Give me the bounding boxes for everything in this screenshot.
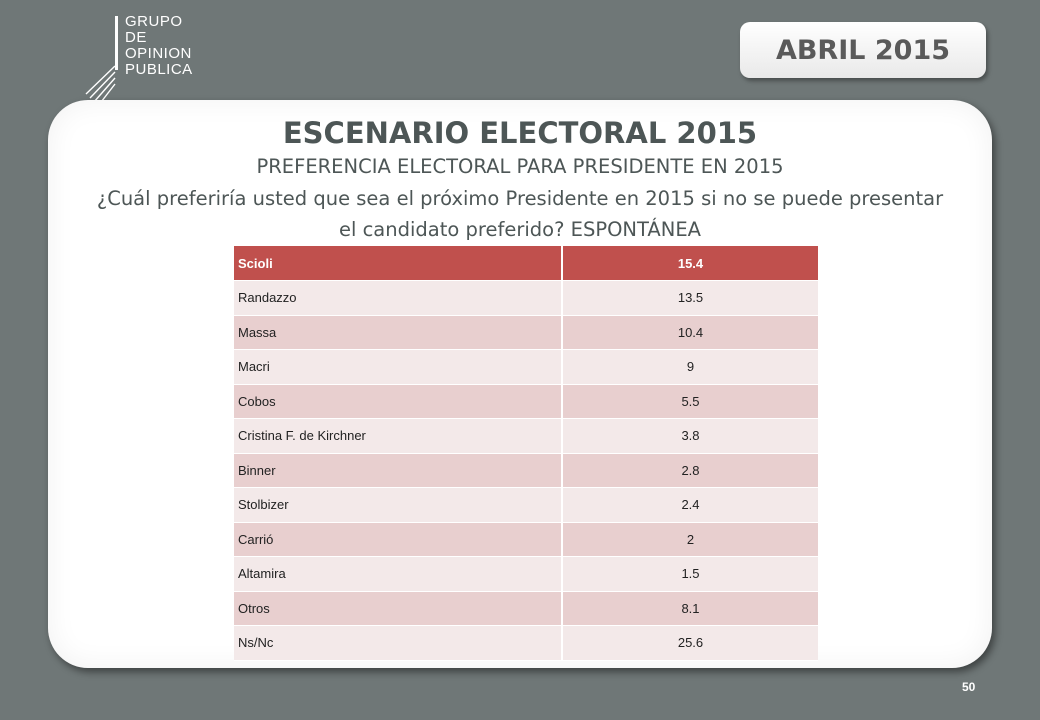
page-number: 50 [962,680,976,694]
results-table-wrapper: Scioli 15.4 Randazzo 13.5 Massa 10.4 Macri 9 C… [234,246,818,661]
table-header-row: Scioli 15.4 [234,246,818,281]
candidate-value: 3.8 [562,418,818,454]
candidate-value: 25.6 [562,625,818,661]
candidate-name: Binner [234,453,563,488]
header-candidate-value: 15.4 [562,246,818,281]
table-row: Carrió 2 [234,522,818,557]
page-title: ESCENARIO ELECTORAL 2015 [282,116,758,150]
candidate-name: Carrió [234,522,563,557]
survey-question: ¿Cuál preferiría usted que sea el próxim… [96,187,944,241]
logo-text: GRUPO DE OPINION PUBLICA [125,14,193,78]
candidate-value: 9 [562,349,818,385]
candidate-name: Cristina F. de Kirchner [234,418,563,454]
candidate-value: 1.5 [562,556,818,592]
candidate-value: 2.4 [562,487,818,523]
results-table: Scioli 15.4 Randazzo 13.5 Massa 10.4 Macri 9 C… [234,246,818,661]
table-row: Randazzo 13.5 [234,280,818,316]
date-badge: ABRIL 2015 [740,22,986,78]
table-row: Binner 2.8 [234,453,818,488]
candidate-name: Macri [234,349,563,385]
table-row: Stolbizer 2.4 [234,487,818,523]
candidate-name: Cobos [234,384,563,419]
candidate-name: Otros [234,591,563,626]
page-subtitle: PREFERENCIA ELECTORAL PARA PRESIDENTE EN… [256,155,784,178]
table-row: Ns/Nc 25.6 [234,625,818,661]
logo-line-4: PUBLICA [125,61,193,78]
candidate-value: 10.4 [562,315,818,350]
candidate-name: Altamira [234,556,563,592]
table-row: Massa 10.4 [234,315,818,350]
logo-line-3: OPINION [125,45,192,62]
candidate-name: Ns/Nc [234,625,563,661]
candidate-value: 2 [562,522,818,557]
candidate-name: Randazzo [234,280,563,316]
logo-bar [115,16,118,70]
logo: GRUPO DE OPINION PUBLICA [85,12,232,107]
logo-line-1: GRUPO [125,13,183,30]
candidate-name: Stolbizer [234,487,563,523]
candidate-value: 2.8 [562,453,818,488]
candidate-value: 13.5 [562,280,818,316]
header-candidate-name: Scioli [234,246,563,281]
table-row: Altamira 1.5 [234,556,818,592]
candidate-name: Massa [234,315,563,350]
logo-line-2: DE [125,29,147,46]
table-row: Macri 9 [234,349,818,385]
table-row: Cobos 5.5 [234,384,818,419]
candidate-value: 8.1 [562,591,818,626]
table-row: Otros 8.1 [234,591,818,626]
candidate-value: 5.5 [562,384,818,419]
table-row: Cristina F. de Kirchner 3.8 [234,418,818,454]
